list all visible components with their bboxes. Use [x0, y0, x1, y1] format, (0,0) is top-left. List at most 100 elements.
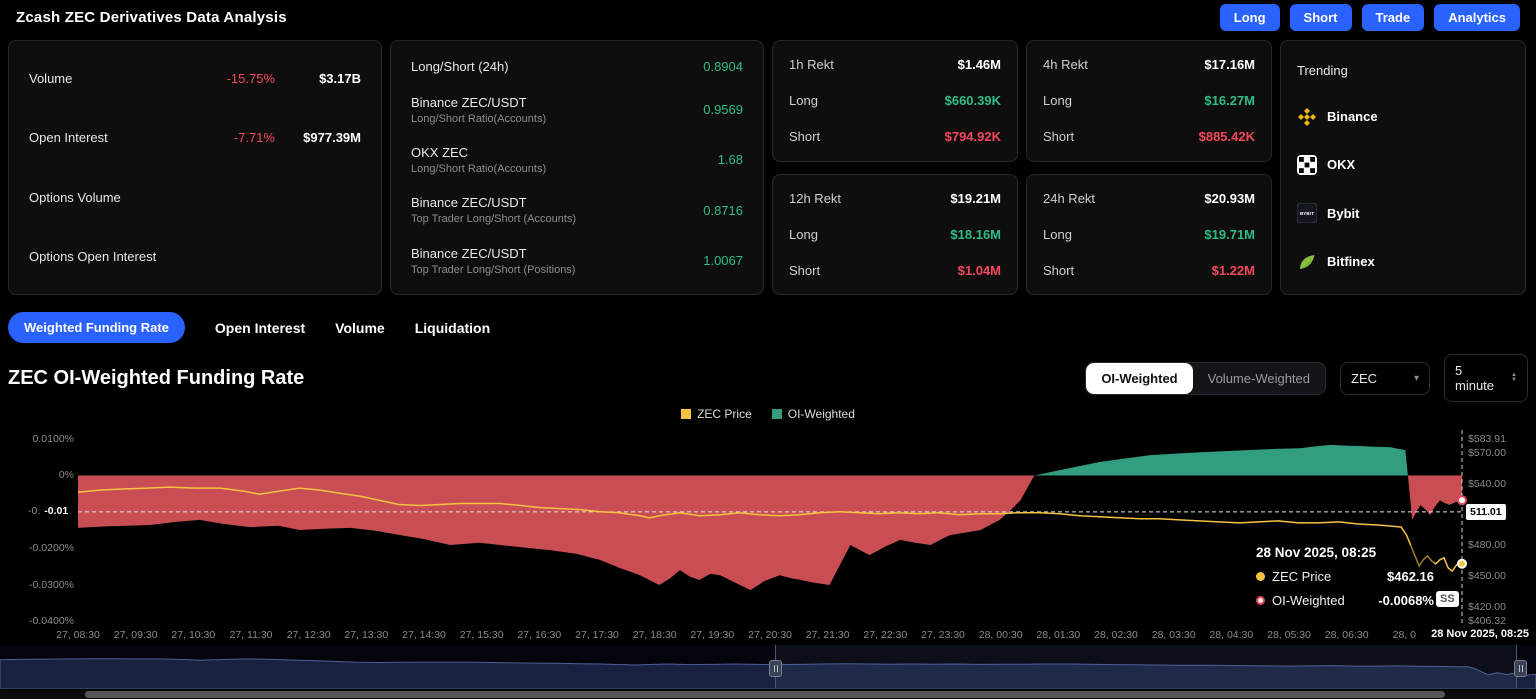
- rekt-total: $1.46M: [957, 57, 1001, 73]
- brush-handle-left[interactable]: [769, 660, 782, 677]
- ratio-title: Long/Short (24h): [411, 59, 509, 75]
- trending-item-okx[interactable]: OKX: [1297, 154, 1509, 175]
- ratio-title: Binance ZEC/USDT: [411, 94, 527, 110]
- ratio-subtitle: Top Trader Long/Short (Accounts): [411, 213, 577, 226]
- trending-item-bybit[interactable]: BYB!T Bybit: [1297, 203, 1509, 224]
- stat-label: Options Open Interest: [29, 248, 157, 264]
- okx-icon: [1297, 154, 1317, 175]
- ratio-row[interactable]: Binance ZEC/USDT Top Trader Long/Short (…: [411, 246, 743, 276]
- y-axis-label: -0.0200%: [29, 542, 74, 555]
- stat-row-volume: Volume -15.75% $3.17B: [29, 71, 361, 86]
- rekt-short-label: Short: [789, 262, 821, 278]
- stat-label: Volume: [29, 71, 73, 87]
- legend-oi-weighted[interactable]: OI-Weighted: [771, 407, 855, 421]
- ratio-row[interactable]: Binance ZEC/USDT Long/Short Ratio(Accoun…: [411, 95, 743, 125]
- tab-volume[interactable]: Volume: [335, 319, 385, 336]
- oi-weighted-dot-icon: [1256, 596, 1265, 605]
- y-axis-label: $406.32: [1468, 614, 1506, 627]
- legend-zec-price[interactable]: ZEC Price: [681, 407, 752, 421]
- interval-select-value: 5 minute: [1455, 363, 1495, 393]
- scrollbar-thumb[interactable]: [85, 691, 1445, 698]
- trending-card: Trending Binance OKX BYB!T Bybit Bitfine…: [1280, 40, 1526, 295]
- tab-weighted-funding-rate[interactable]: Weighted Funding Rate: [8, 312, 185, 343]
- tooltip-row-price: ZEC Price $462.16: [1256, 569, 1434, 584]
- x-axis-label: 27, 19:30: [690, 629, 735, 641]
- tooltip-value: -0.0068%: [1378, 593, 1434, 608]
- bitfinex-icon: [1297, 252, 1317, 272]
- toggle-volume-weighted[interactable]: Volume-Weighted: [1207, 370, 1310, 386]
- rekt-long-value: $19.71M: [1204, 226, 1255, 242]
- long-button[interactable]: Long: [1219, 3, 1280, 31]
- y-axis-label: $420.00: [1468, 600, 1506, 613]
- tooltip-date: 28 Nov 2025, 08:25: [1256, 545, 1377, 560]
- trade-button[interactable]: Trade: [1361, 3, 1425, 31]
- y-axis-label: 0%: [58, 469, 74, 482]
- y-axis-label: $480.00: [1468, 539, 1506, 552]
- y-axis-label: $450.00: [1468, 570, 1506, 583]
- x-axis: 27, 08:30 27, 09:30 27, 10:30 27, 11:30 27, …: [0, 629, 1536, 643]
- toggle-oi-weighted[interactable]: OI-Weighted: [1086, 362, 1193, 394]
- chart-navigator[interactable]: [0, 645, 1536, 690]
- stat-row-options-volume: Options Volume: [29, 190, 361, 205]
- chevron-down-icon: ▾: [1413, 372, 1419, 384]
- rekt-long-label: Long: [789, 93, 818, 109]
- y-axis-label: $583.91: [1468, 433, 1506, 445]
- rekt-card-4h: 4h Rekt $17.16M Long $16.27M Short $885.42K: [1026, 40, 1272, 162]
- rekt-total: $20.93M: [1204, 190, 1255, 206]
- x-axis-label: 28, 02:30: [1094, 629, 1138, 641]
- symbol-select[interactable]: ZEC ▾: [1340, 361, 1430, 395]
- brush-handle-right[interactable]: [1514, 660, 1527, 677]
- tab-open-interest[interactable]: Open Interest: [214, 319, 306, 336]
- rekt-card-12h: 12h Rekt $19.21M Long $18.16M Short $1.04M: [772, 173, 1018, 295]
- short-button[interactable]: Short: [1289, 3, 1352, 31]
- x-axis-label: 27, 14:30: [402, 629, 446, 641]
- x-axis-label: 27, 15:30: [459, 629, 504, 641]
- interval-select[interactable]: 5 minute ▲ ▼: [1444, 354, 1528, 402]
- x-axis-label: 27, 22:30: [863, 629, 908, 641]
- binance-icon: [1297, 107, 1317, 127]
- weight-toggle: OI-Weighted Volume-Weighted: [1085, 361, 1326, 395]
- price-last-dot: [1457, 558, 1467, 569]
- x-axis-label: 27, 12:30: [286, 629, 331, 641]
- y-axis-label: $540.00: [1468, 478, 1506, 490]
- rekt-title: 4h Rekt: [1043, 57, 1088, 73]
- rekt-short-value: $1.04M: [957, 262, 1001, 278]
- chart-title: ZEC OI-Weighted Funding Rate: [8, 366, 305, 389]
- rekt-total: $19.21M: [950, 190, 1001, 206]
- rekt-title: 24h Rekt: [1043, 190, 1096, 206]
- oi-weighted-swatch: [771, 409, 782, 419]
- navigator-chart: [0, 658, 1536, 690]
- chart-controls: OI-Weighted Volume-Weighted ZEC ▾ 5 minu…: [1085, 354, 1528, 402]
- rekt-short-value: $885.42K: [1198, 129, 1255, 145]
- trending-item-bitfinex[interactable]: Bitfinex: [1297, 252, 1509, 272]
- tab-liquidation[interactable]: Liquidation: [414, 319, 491, 336]
- ratio-row[interactable]: OKX ZEC Long/Short Ratio(Accounts) 1.68: [411, 145, 743, 175]
- funding-marker-value: -0.01: [41, 503, 72, 518]
- x-axis-label: 27, 21:30: [805, 629, 850, 641]
- x-axis-label: 28, 0: [1392, 629, 1417, 641]
- market-stats-card: Volume -15.75% $3.17B Open Interest -7.7…: [8, 40, 382, 295]
- ratio-value: 0.8716: [703, 202, 743, 218]
- rekt-short-label: Short: [789, 129, 821, 145]
- zec-price-swatch: [681, 409, 692, 419]
- stat-row-options-open-interest: Options Open Interest: [29, 249, 361, 264]
- x-axis-label: 27, 23:30: [921, 629, 965, 641]
- zec-price-line: [77, 486, 1463, 573]
- ratio-title: Binance ZEC/USDT: [411, 245, 527, 261]
- trending-item-binance[interactable]: Binance: [1297, 107, 1509, 127]
- y-axis-label: -0.: [28, 504, 41, 517]
- navigator-selected-range[interactable]: [775, 645, 1517, 688]
- up-down-icon: ▲ ▼: [1511, 372, 1517, 383]
- x-axis-label: 27, 13:30: [344, 629, 389, 641]
- analytics-button[interactable]: Analytics: [1434, 3, 1520, 31]
- x-axis-label: 28, 06:30: [1324, 629, 1369, 641]
- trending-title: Trending: [1297, 63, 1348, 79]
- rekt-title: 1h Rekt: [789, 57, 834, 73]
- ratio-row[interactable]: Binance ZEC/USDT Top Trader Long/Short (…: [411, 195, 743, 225]
- tooltip-label: OI-Weighted: [1272, 593, 1345, 608]
- ratio-title: Binance ZEC/USDT: [411, 195, 527, 211]
- horizontal-scrollbar[interactable]: [0, 690, 1536, 699]
- ratio-row[interactable]: Long/Short (24h) 0.8904: [411, 59, 743, 74]
- funding-rate-chart[interactable]: [0, 430, 1536, 630]
- rekt-short-value: $1.22M: [1211, 262, 1255, 278]
